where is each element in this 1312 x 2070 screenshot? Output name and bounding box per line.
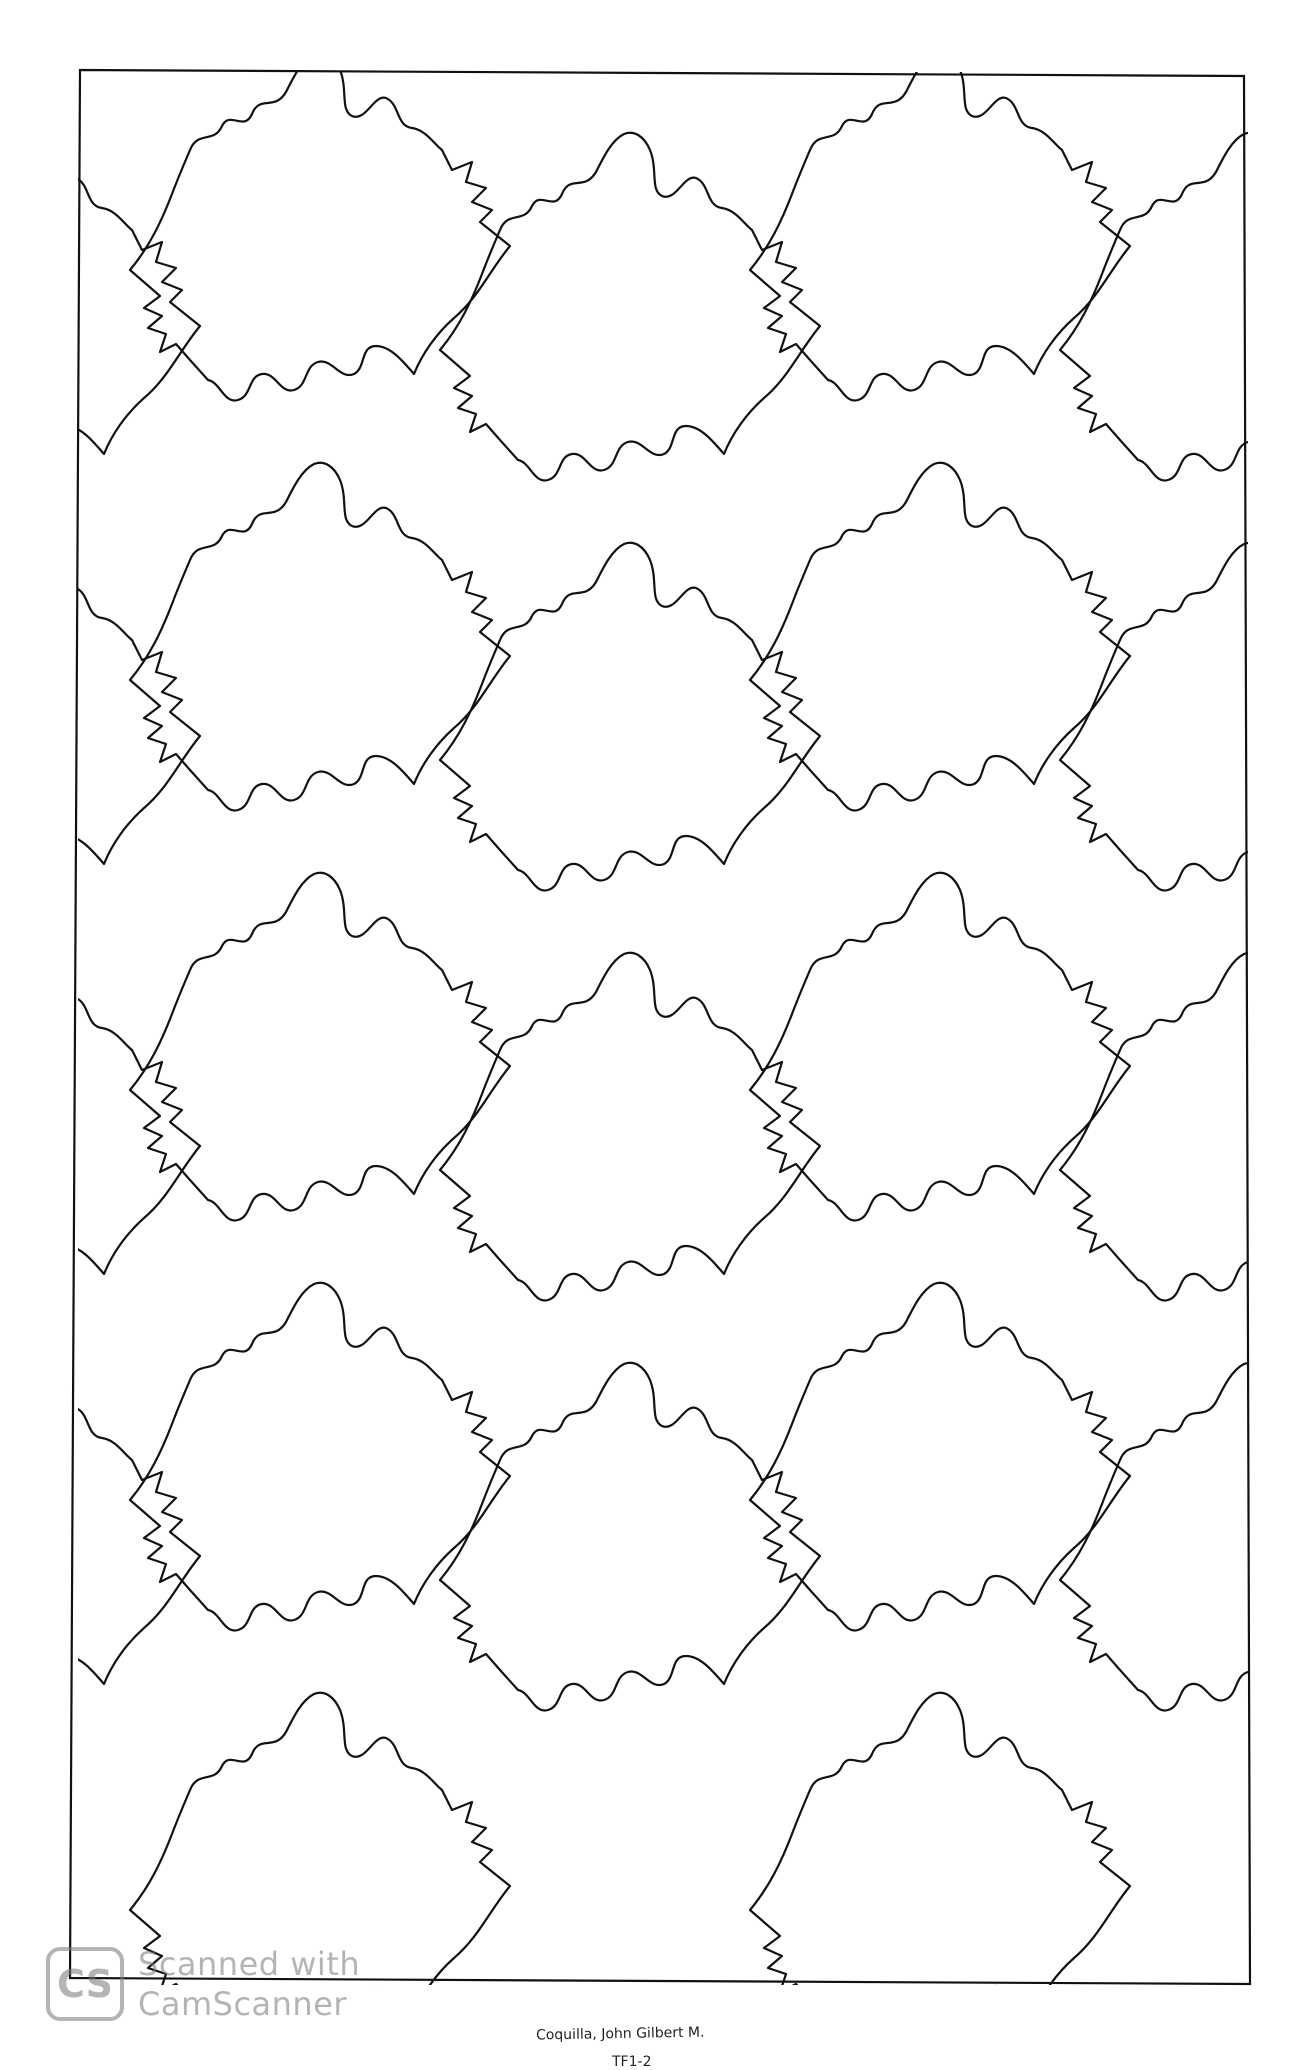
tessellation-tile [438,541,822,892]
tessellation-tile [128,51,512,402]
section-code: TF1-2 [612,2054,652,2070]
tessellation-tile [128,1281,512,1632]
tessellation-tile [128,871,512,1222]
camscanner-watermark: CS Scanned with CamScanner [46,1944,360,2024]
tessellation-tile [438,131,822,482]
tessellation-tile [748,51,1132,402]
tessellation-tile [438,1361,822,1712]
author-signature: Coquilla, John Gilbert M. [535,2024,705,2044]
camscanner-logo: CS [46,1947,124,2021]
tessellation-tile [748,461,1132,812]
watermark-line-2: CamScanner [138,1985,348,2023]
tessellation-tile [438,951,822,1302]
tessellation-tile [128,461,512,812]
drawing-frame [68,68,1252,1986]
watermark-text: Scanned with CamScanner [138,1944,360,2024]
tessellation-tile [748,871,1132,1222]
tessellation-tile [748,1281,1132,1632]
watermark-line-1: Scanned with [138,1945,361,1983]
